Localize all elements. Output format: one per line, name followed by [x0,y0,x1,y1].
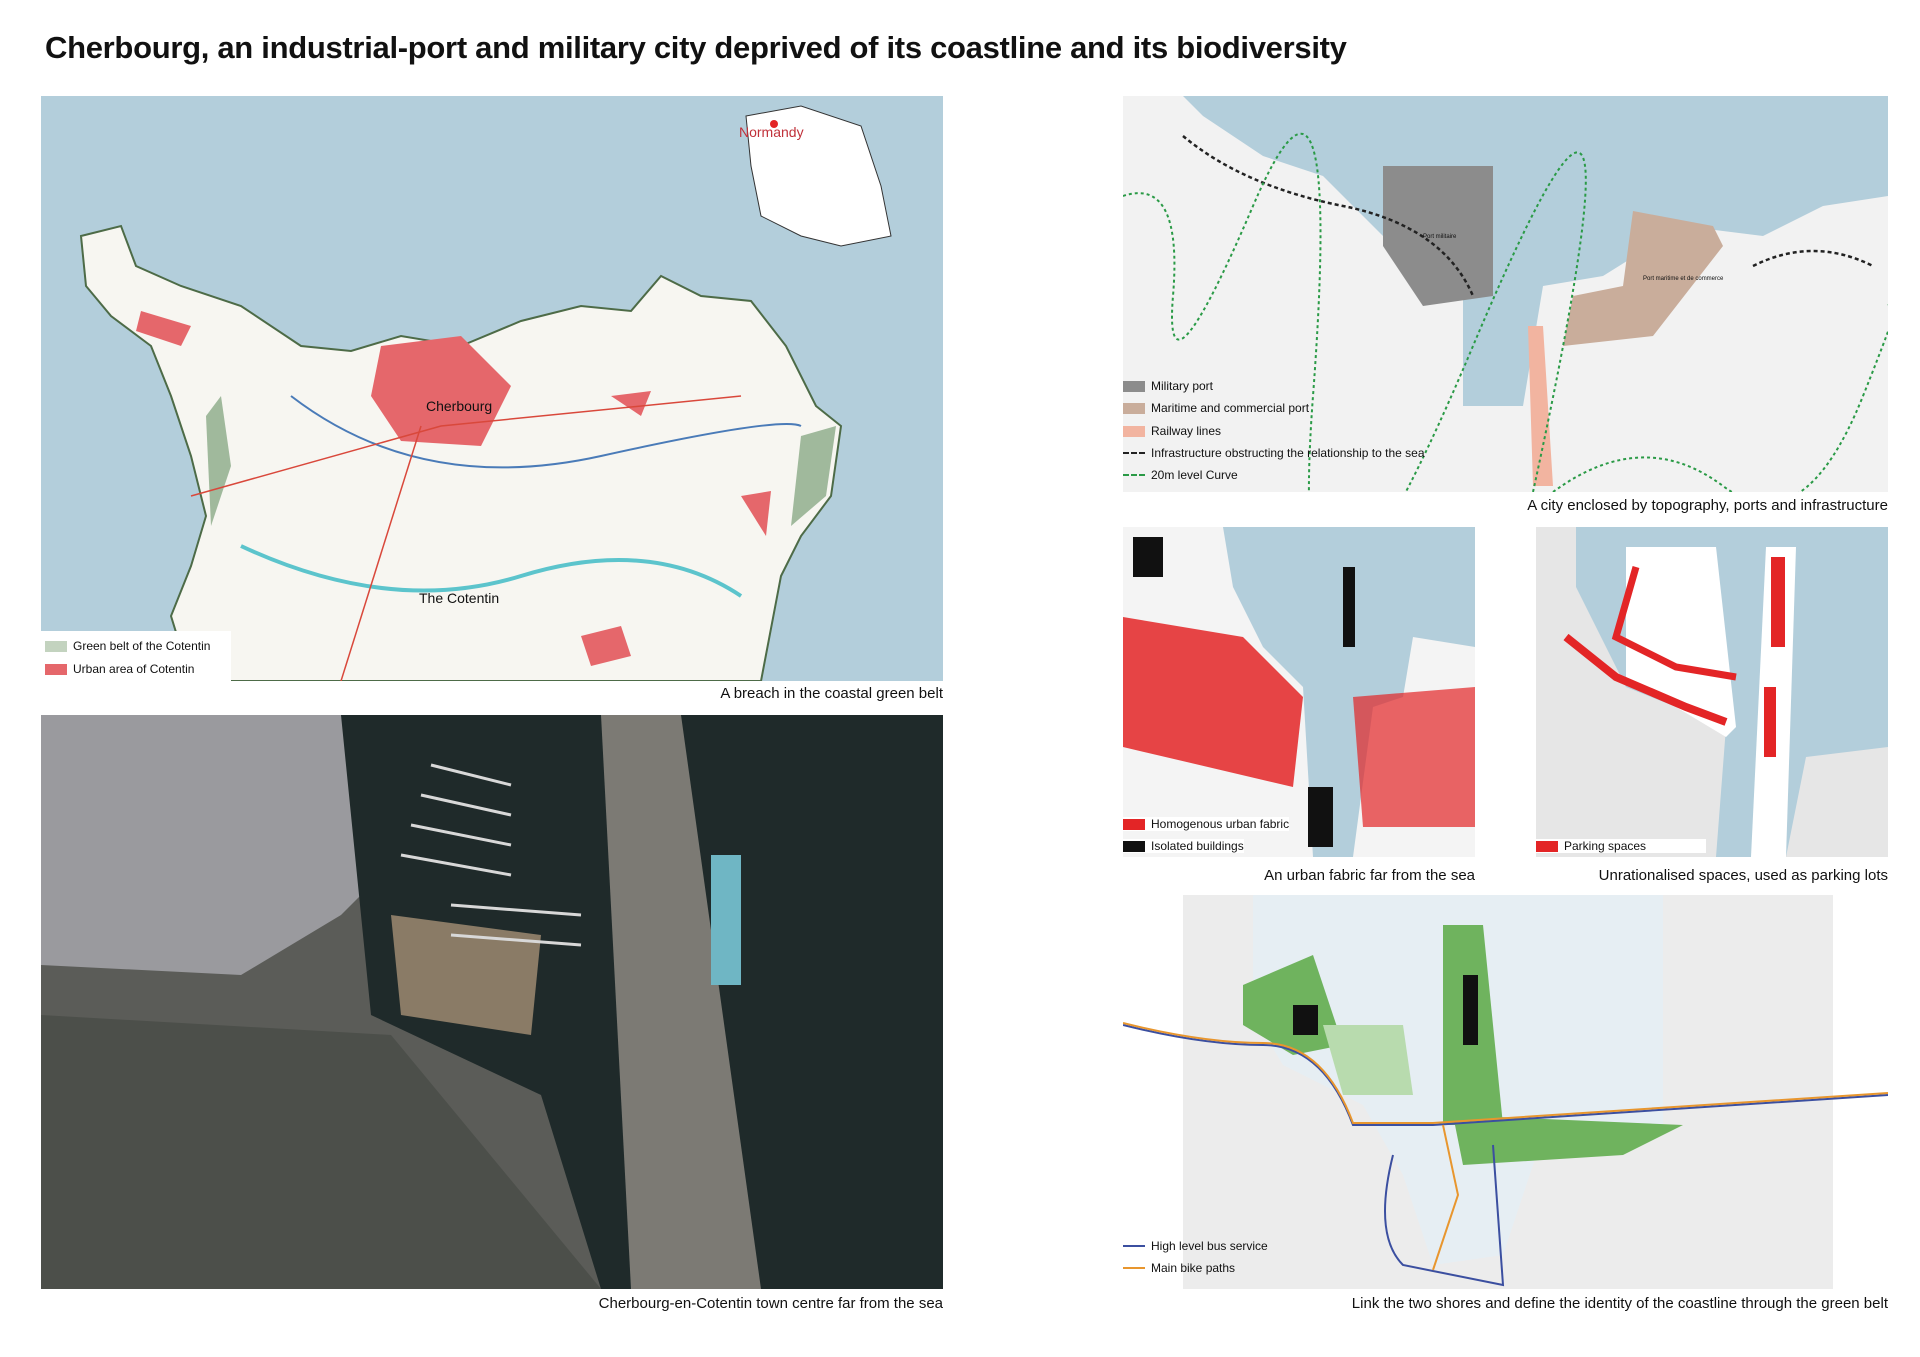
caption-panel1: A breach in the coastal green belt [720,685,943,702]
legend-infrastructure: Infrastructure obstructing the relations… [1123,446,1425,460]
caption-panel5: Unrationalised spaces, used as parking l… [1598,867,1888,884]
legend-level-curve: 20m level Curve [1123,468,1238,482]
urban-fabric-map: Homogenous urban fabric Isolated buildin… [1123,527,1475,857]
green-belt-proposal-map: High level bus service Main bike paths [1123,895,1888,1289]
caption-panel3: A city enclosed by topography, ports and… [1527,497,1888,514]
military-port-label: Port militaire [1423,234,1457,240]
legend-military-port: Military port [1123,379,1213,393]
caption-panel2: Cherbourg-en-Cotentin town centre far fr… [598,1295,943,1312]
legend-isolated-buildings: Isolated buildings [1123,839,1244,853]
legend-railway: Railway lines [1123,424,1221,438]
page-title: Cherbourg, an industrial-port and milita… [45,30,1347,65]
legend-green-belt: Green belt of the Cotentin [45,639,210,653]
legend-bike-paths: Main bike paths [1123,1261,1235,1275]
parking-map: Parking spaces [1536,527,1888,857]
cherbourg-label: Cherbourg [426,398,493,414]
cotentin-map: Normandy Cherbourg The Cotentin Green be… [41,96,943,681]
legend-bus-service: High level bus service [1123,1239,1268,1253]
maritime-port-label: Port maritime et de commerce [1643,276,1724,282]
satellite-image [41,715,943,1289]
legend-parking: Parking spaces [1536,839,1707,853]
legend-maritime-port: Maritime and commercial port [1123,401,1309,415]
cotentin-label: The Cotentin [419,590,500,606]
caption-panel6: Link the two shores and define the ident… [1351,1295,1888,1312]
normandy-label: Normandy [739,124,804,140]
caption-panel4: An urban fabric far from the sea [1264,867,1475,884]
legend-urban-fabric: Homogenous urban fabric [1123,817,1290,831]
topography-ports-map: Port militaire Port maritime et de comme… [1123,96,1888,492]
legend-urban-area: Urban area of Cotentin [45,662,194,676]
